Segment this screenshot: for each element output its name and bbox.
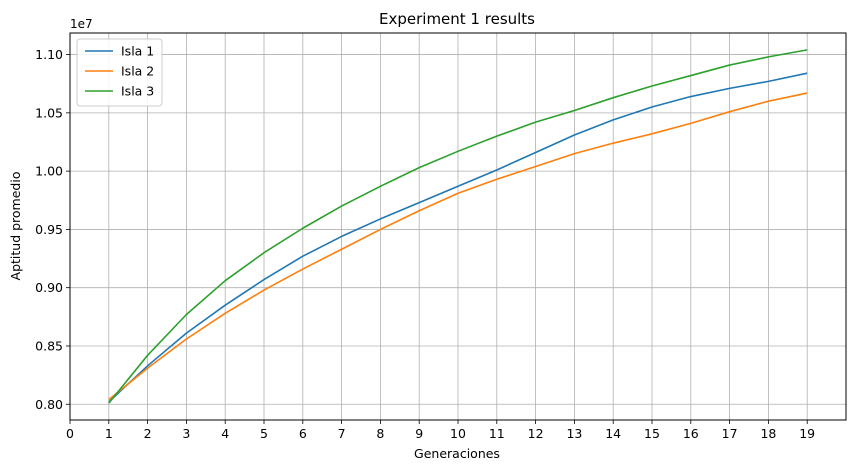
legend-label: Isla 1 xyxy=(121,44,154,59)
x-tick-label: 10 xyxy=(450,426,466,441)
x-tick-label: 15 xyxy=(644,426,660,441)
chart-title: Experiment 1 results xyxy=(379,10,535,28)
x-tick-label: 9 xyxy=(415,426,423,441)
y-tick-label: 0.90 xyxy=(35,280,63,295)
legend-box xyxy=(76,38,163,107)
x-tick-label: 4 xyxy=(221,426,229,441)
legend: Isla 1 Isla 2 Isla 3 xyxy=(76,38,163,107)
series-line-isla-1 xyxy=(108,72,808,403)
y-tick-label: 0.85 xyxy=(35,338,63,353)
x-tick-label: 12 xyxy=(528,426,544,441)
legend-label: Isla 2 xyxy=(121,64,154,79)
y-tick-label: 0.80 xyxy=(35,397,63,412)
legend-label: Isla 3 xyxy=(121,84,154,99)
x-tick-label: 18 xyxy=(760,426,776,441)
y-offset-label: 1e7 xyxy=(70,17,93,31)
y-axis-ticks: 0.80 0.85 0.90 0.95 1.00 1.05 1.10 xyxy=(35,47,70,412)
series-line-isla-2 xyxy=(108,92,808,401)
series-lines xyxy=(108,49,808,404)
x-tick-label: 17 xyxy=(722,426,738,441)
y-tick-label: 0.95 xyxy=(35,222,63,237)
x-tick-label: 8 xyxy=(376,426,384,441)
x-tick-label: 3 xyxy=(182,426,190,441)
series-line-isla-3 xyxy=(108,49,808,404)
x-tick-label: 14 xyxy=(605,426,621,441)
y-tick-label: 1.00 xyxy=(35,164,63,179)
y-axis-label: Aptitud promedio xyxy=(8,172,23,281)
x-tick-label: 7 xyxy=(338,426,346,441)
x-tick-label: 2 xyxy=(144,426,152,441)
x-tick-label: 11 xyxy=(489,426,505,441)
x-tick-label: 16 xyxy=(683,426,699,441)
x-tick-label: 0 xyxy=(66,426,74,441)
y-tick-label: 1.05 xyxy=(35,105,63,120)
y-tick-label: 1.10 xyxy=(35,47,63,62)
x-axis-ticks: 0 1 2 3 4 5 6 7 8 9 10 11 12 13 14 15 16 17 18 19 xyxy=(66,420,815,441)
grid xyxy=(69,33,846,420)
x-tick-label: 5 xyxy=(260,426,268,441)
x-tick-label: 1 xyxy=(105,426,113,441)
x-axis-label: Generaciones xyxy=(414,446,500,461)
x-tick-label: 6 xyxy=(299,426,307,441)
x-tick-label: 19 xyxy=(799,426,815,441)
x-tick-label: 13 xyxy=(566,426,582,441)
